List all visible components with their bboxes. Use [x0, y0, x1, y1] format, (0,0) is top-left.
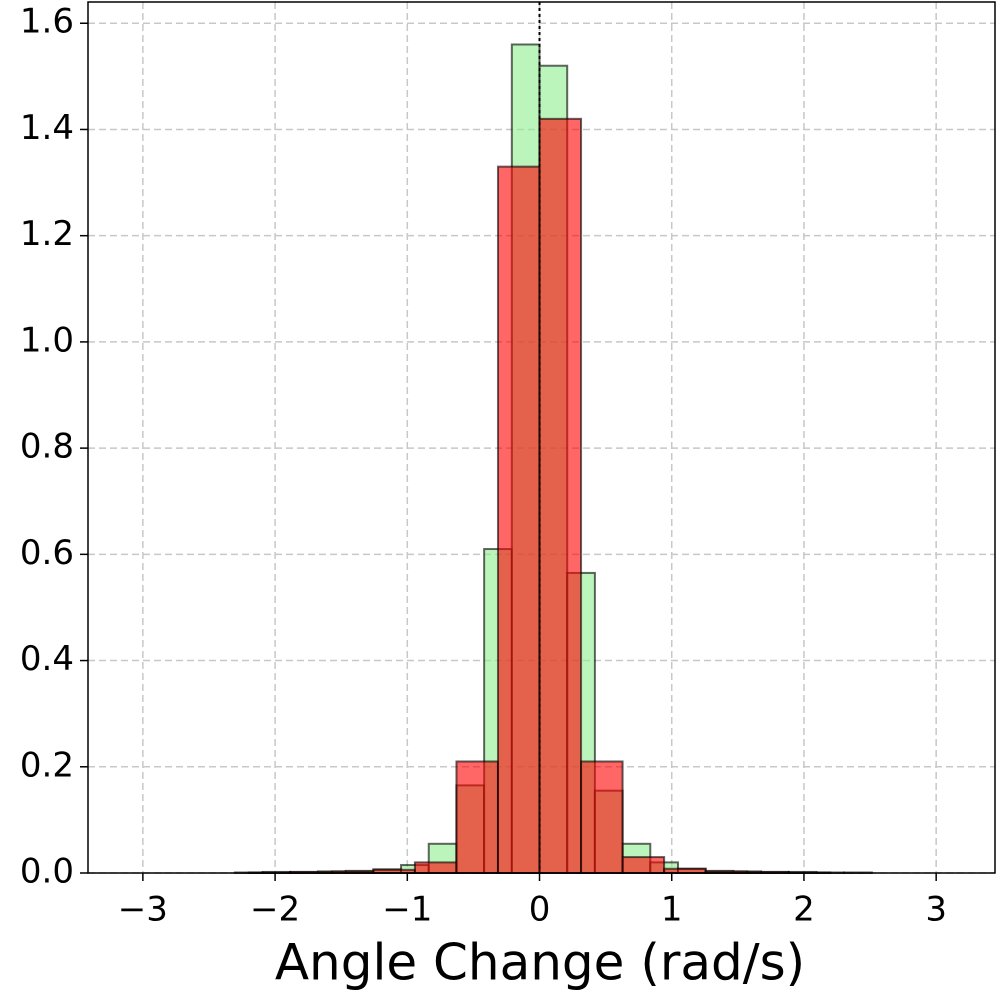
x-tick-label: −1	[382, 890, 432, 930]
y-tick-label: 0.8	[20, 427, 74, 467]
y-tick-label: 1.0	[20, 320, 74, 360]
x-tick-label: 2	[793, 890, 815, 930]
histogram-bar	[621, 856, 666, 875]
y-tick-label: 0.4	[20, 639, 74, 679]
y-tick-label: 0.0	[20, 852, 74, 892]
x-tick-label: 1	[661, 890, 683, 930]
x-tick-label: −3	[118, 890, 168, 930]
x-axis-label: Angle Change (rad/s)	[275, 934, 805, 992]
histogram-bar	[580, 760, 624, 874]
y-tick-label: 0.2	[20, 745, 74, 785]
plot-frame	[87, 1, 996, 874]
x-tick-label: 0	[529, 890, 551, 930]
histogram-bar	[538, 117, 583, 874]
y-tick-label: 1.4	[20, 108, 74, 148]
y-tick-label: 0.6	[20, 533, 74, 573]
histogram-bar	[413, 861, 458, 875]
x-tick-label: −2	[250, 890, 300, 930]
y-tick-label: 1.6	[20, 2, 74, 42]
histogram-bar	[455, 760, 499, 874]
x-tick-label: 3	[925, 890, 947, 930]
histogram-bar	[496, 165, 541, 874]
y-tick-label: 1.2	[20, 214, 74, 254]
